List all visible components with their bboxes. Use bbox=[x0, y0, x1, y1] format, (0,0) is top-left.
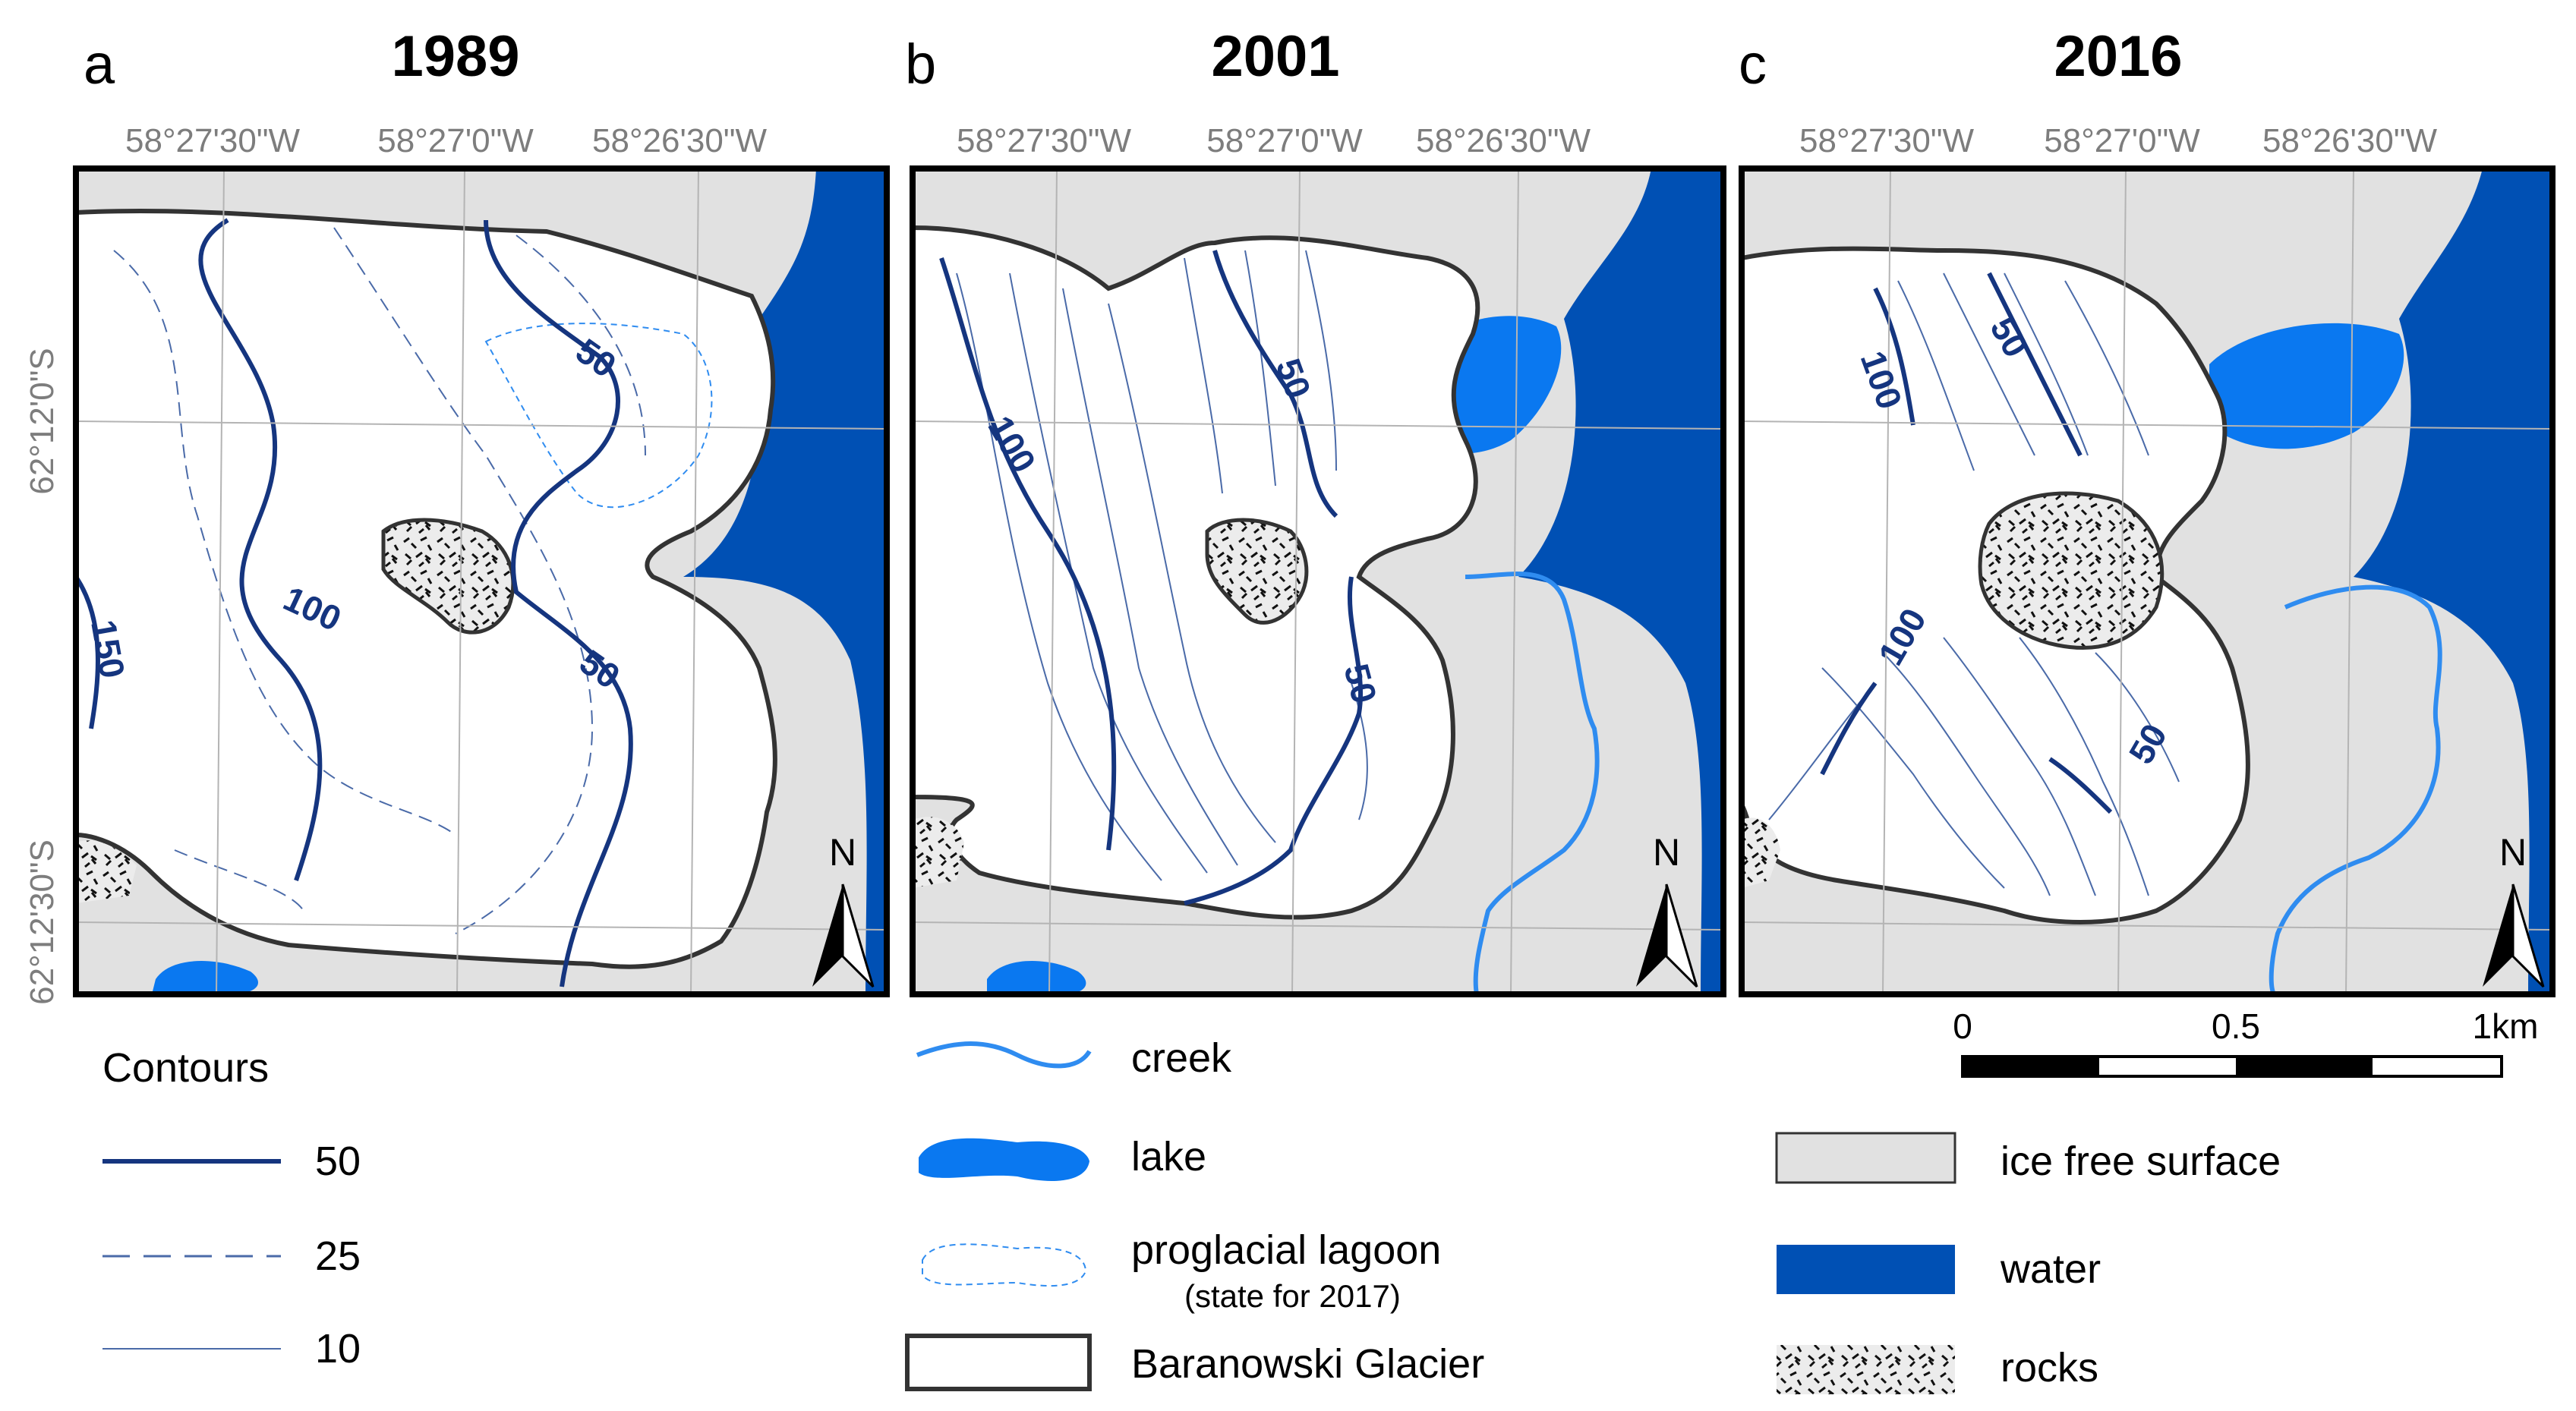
ice-free-swatch bbox=[1775, 1132, 1956, 1184]
north-label: N bbox=[829, 831, 856, 874]
panel-b: b 2001 58°27'30"W 58°27'0"W 58°26'30"W 1… bbox=[905, 24, 1726, 997]
graticule bbox=[913, 169, 1723, 994]
lon-tick-label: 58°26'30"W bbox=[2262, 122, 2437, 159]
north-arrow: N bbox=[2483, 831, 2545, 988]
legend-contour-label: 50 bbox=[315, 1139, 361, 1184]
glacier-swatch bbox=[905, 1334, 1092, 1391]
panel-year: 2001 bbox=[1211, 24, 1339, 89]
contour-10-group bbox=[956, 250, 1368, 881]
legend-ice-free-label: ice free surface bbox=[2001, 1139, 2281, 1184]
rock-nunatak bbox=[1205, 518, 1309, 625]
legend-lagoon-note: (state for 2017) bbox=[1184, 1278, 1401, 1314]
contour-50 bbox=[1873, 287, 1915, 426]
legend-rocks-label: rocks bbox=[2001, 1345, 2098, 1391]
north-label: N bbox=[2499, 831, 2527, 874]
north-arrow: N bbox=[812, 831, 875, 988]
rock-nunatak bbox=[381, 518, 516, 635]
contour-50 bbox=[1820, 682, 1878, 776]
scale-bar: 0 0.5 1km bbox=[1953, 1006, 2539, 1078]
creek bbox=[1465, 572, 1600, 994]
graticule bbox=[76, 169, 887, 994]
panel-year: 2016 bbox=[2054, 24, 2182, 89]
graticule bbox=[1742, 169, 2552, 994]
lon-tick-label: 58°26'30"W bbox=[592, 122, 767, 159]
north-arrow-icon bbox=[812, 884, 843, 987]
panel-b-frame bbox=[910, 165, 1726, 997]
contour-50 bbox=[1987, 272, 2083, 457]
lon-tick-label: 58°27'0"W bbox=[2044, 122, 2200, 159]
lat-tick-label: 62°12'0"S bbox=[24, 348, 61, 494]
water-body bbox=[1518, 169, 1723, 994]
north-arrow-icon bbox=[2483, 884, 2513, 987]
rock-outcrop bbox=[1742, 817, 1780, 888]
glacier-outline bbox=[913, 225, 1480, 920]
rock-outcrop bbox=[76, 840, 137, 903]
rock-outcrop bbox=[913, 817, 964, 888]
lon-tick-label: 58°27'0"W bbox=[377, 122, 534, 159]
contour-25 bbox=[516, 235, 646, 456]
panel-letter: b bbox=[905, 33, 936, 96]
legend-lake-label: lake bbox=[1131, 1134, 1206, 1180]
rocks-swatch bbox=[1777, 1345, 1955, 1394]
north-arrow-icon bbox=[1636, 884, 1666, 987]
contour-50 bbox=[1184, 576, 1364, 905]
lon-tick-label: 58°27'30"W bbox=[125, 122, 300, 159]
scale-label: 0 bbox=[1953, 1006, 1972, 1046]
panel-c-frame bbox=[1739, 165, 2556, 997]
north-arrow: N bbox=[1636, 831, 1698, 988]
rock-nunatak bbox=[1978, 491, 2165, 650]
lagoon-swatch bbox=[922, 1243, 1087, 1287]
legend-features: creek lake proglacial lagoon (state for … bbox=[905, 1035, 1484, 1391]
legend-contour-label: 10 bbox=[315, 1326, 361, 1372]
panel-a: a 1989 58°27'30"W 58°27'0"W 58°26'30"W 6… bbox=[24, 24, 890, 1005]
panel-year: 1989 bbox=[391, 24, 519, 89]
contour-50 bbox=[198, 218, 323, 881]
creek-swatch bbox=[916, 1041, 1092, 1069]
legend-water-label: water bbox=[2000, 1246, 2101, 1292]
panel-c: c 2016 58°27'30"W 58°27'0"W 58°26'30"W 1… bbox=[1739, 24, 2556, 997]
contour-25 bbox=[174, 849, 304, 912]
water-swatch bbox=[1777, 1245, 1955, 1294]
legend-glacier-label: Baranowski Glacier bbox=[1131, 1341, 1484, 1387]
proglacial-lagoon bbox=[484, 323, 713, 509]
contour-50 bbox=[2048, 757, 2113, 814]
contour-50 bbox=[484, 219, 633, 987]
lake-swatch bbox=[919, 1138, 1089, 1181]
north-label: N bbox=[1653, 831, 1680, 874]
lake bbox=[2209, 323, 2404, 449]
lon-tick-label: 58°27'30"W bbox=[957, 122, 1131, 159]
scale-label: 1km bbox=[2473, 1006, 2539, 1046]
contour-25 bbox=[333, 227, 594, 934]
lake bbox=[152, 961, 258, 994]
contour-50 bbox=[1212, 250, 1338, 518]
panel-a-frame bbox=[73, 165, 890, 997]
legend-creek-label: creek bbox=[1131, 1035, 1232, 1081]
legend-lagoon-label: proglacial lagoon bbox=[1131, 1227, 1441, 1273]
scale-label: 0.5 bbox=[2212, 1006, 2260, 1046]
lat-tick-label: 62°12'30"S bbox=[24, 839, 61, 1005]
creek bbox=[2269, 584, 2442, 994]
lon-tick-label: 58°27'30"W bbox=[1799, 122, 1974, 159]
lon-tick-label: 58°27'0"W bbox=[1206, 122, 1363, 159]
lake bbox=[987, 961, 1086, 994]
legend-contour-label: 25 bbox=[315, 1233, 361, 1279]
panel-letter: c bbox=[1739, 33, 1767, 96]
panel-letter: a bbox=[84, 33, 115, 96]
lon-tick-label: 58°26'30"W bbox=[1416, 122, 1591, 159]
legend-contours: Contours 50 25 10 bbox=[102, 1045, 361, 1372]
contour-50 bbox=[939, 257, 1117, 851]
contour-25 bbox=[113, 250, 456, 836]
water-body bbox=[683, 169, 887, 994]
water-body bbox=[2354, 169, 2552, 994]
legend-surfaces: ice free surface water rocks bbox=[1775, 1132, 2281, 1394]
contour-100 bbox=[76, 575, 100, 729]
legend-title: Contours bbox=[102, 1045, 269, 1091]
